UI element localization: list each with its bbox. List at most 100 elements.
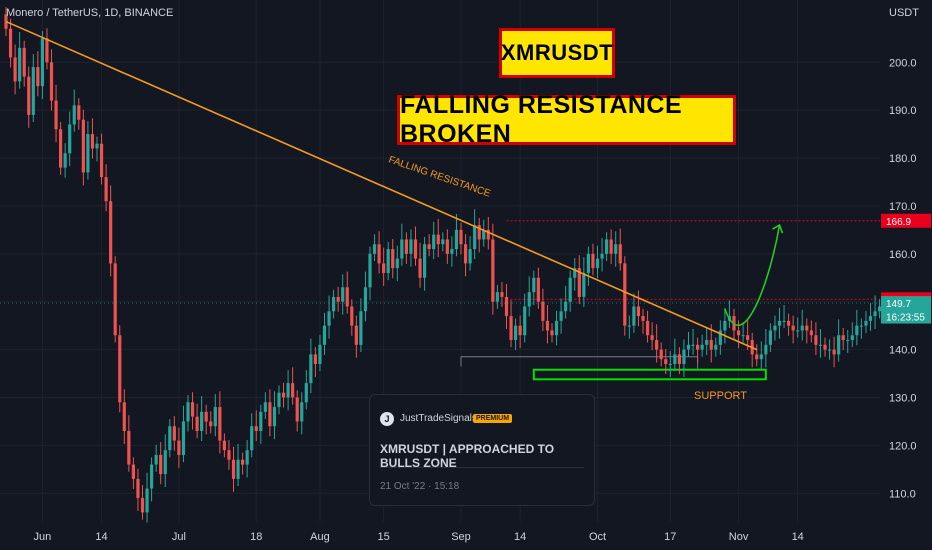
candle-body bbox=[413, 239, 418, 259]
candle-body bbox=[541, 301, 545, 321]
candle-body bbox=[213, 407, 217, 427]
price-tick-label: 200.0 bbox=[889, 57, 917, 69]
candle-body bbox=[791, 325, 795, 331]
price-axis[interactable]: 110.0120.0130.0140.0150.0160.0170.0180.0… bbox=[881, 57, 931, 500]
candle-body bbox=[245, 450, 249, 465]
price-tick-label: 130.0 bbox=[889, 392, 917, 404]
candle-body bbox=[741, 335, 745, 337]
candle-body bbox=[427, 244, 431, 250]
candle-body bbox=[523, 306, 527, 336]
candle-body bbox=[154, 454, 158, 465]
candle-body bbox=[764, 344, 768, 355]
candle-body bbox=[172, 426, 176, 441]
candle-body bbox=[409, 239, 413, 254]
candle-body bbox=[22, 47, 26, 77]
candle-body bbox=[514, 325, 518, 341]
candle-body bbox=[491, 239, 495, 302]
candle-body bbox=[159, 454, 163, 475]
symbol-header: Monero / TetherUS, 1D, BINANCE bbox=[6, 7, 174, 19]
candle-body bbox=[222, 440, 226, 451]
candle-body bbox=[655, 340, 659, 350]
candle-body bbox=[86, 134, 90, 173]
candle-body bbox=[659, 349, 663, 360]
candle-body bbox=[59, 129, 63, 168]
candle-body bbox=[8, 28, 13, 58]
candle-body bbox=[796, 330, 800, 332]
author-avatar: J bbox=[380, 412, 394, 426]
candle-body bbox=[450, 249, 454, 254]
candle-body bbox=[755, 354, 759, 360]
candle-body bbox=[645, 320, 650, 336]
time-tick-label: Jul bbox=[172, 531, 186, 543]
candle-body bbox=[277, 392, 281, 408]
candle-body bbox=[195, 416, 199, 432]
time-tick-label: 14 bbox=[792, 531, 804, 543]
candle-body bbox=[227, 450, 231, 460]
price-label-box bbox=[881, 296, 931, 311]
candle-body bbox=[204, 411, 208, 422]
candle-body bbox=[718, 330, 722, 345]
candle-body bbox=[250, 426, 254, 451]
idea-headline[interactable]: XMRUSDT | APPROACHED TO BULLS ZONE bbox=[380, 442, 555, 470]
candle-body bbox=[368, 253, 372, 288]
candle-body bbox=[68, 124, 72, 154]
candle-body bbox=[586, 253, 590, 273]
idea-card[interactable]: J JustTradeSignals PREMIUM XMRUSDT | APP… bbox=[369, 394, 595, 506]
candle-body bbox=[36, 67, 40, 87]
price-label-text: 149.7 bbox=[886, 299, 911, 310]
time-tick-label: 18 bbox=[250, 531, 262, 543]
candle-body bbox=[400, 239, 404, 259]
candle-body bbox=[527, 292, 531, 307]
candle-body bbox=[700, 344, 704, 350]
candle-body bbox=[564, 301, 568, 312]
candle-body bbox=[382, 263, 386, 273]
candle-body bbox=[90, 134, 95, 149]
candle-body bbox=[773, 325, 777, 331]
candle-body bbox=[818, 344, 823, 346]
candle-body bbox=[591, 253, 595, 269]
candle-body bbox=[72, 105, 76, 125]
candle-body bbox=[677, 354, 681, 364]
time-tick-label: 14 bbox=[95, 531, 107, 543]
candle-body bbox=[627, 325, 631, 327]
candle-body bbox=[395, 258, 399, 269]
time-axis[interactable]: Jun 14 Jul 18 Aug 15 Sep 14 Oct 17 Nov 14 bbox=[34, 531, 804, 543]
candle-body bbox=[190, 402, 195, 417]
candle-body bbox=[837, 335, 841, 355]
resistance-label: FALLING RESISTANCE bbox=[387, 154, 492, 199]
candle-body bbox=[109, 201, 113, 264]
time-tick-label: Sep bbox=[451, 531, 471, 543]
candle-body bbox=[468, 249, 472, 264]
candle-body bbox=[423, 244, 427, 278]
price-tick-label: 170.0 bbox=[889, 201, 917, 213]
candle-body bbox=[77, 105, 81, 120]
candle-body bbox=[45, 38, 49, 63]
candle-body bbox=[27, 76, 31, 115]
candle-body bbox=[550, 330, 554, 336]
candle-body bbox=[309, 354, 313, 384]
candle-body bbox=[236, 459, 240, 479]
candle-body bbox=[459, 229, 463, 245]
candle-body bbox=[186, 402, 190, 422]
candle-body bbox=[582, 272, 586, 297]
premium-badge: PREMIUM bbox=[473, 414, 513, 423]
price-label-text: 16:23:55 bbox=[886, 313, 925, 324]
author-name[interactable]: JustTradeSignals bbox=[400, 413, 477, 424]
candle-body bbox=[104, 177, 108, 202]
projection-arrowhead bbox=[772, 223, 784, 234]
candle-body bbox=[618, 244, 622, 264]
candle-body bbox=[336, 296, 340, 302]
candle-body bbox=[291, 383, 295, 398]
candle-body bbox=[568, 277, 572, 302]
candle-body bbox=[209, 421, 213, 427]
candle-body bbox=[723, 320, 727, 331]
candle-body bbox=[131, 464, 135, 479]
candle-body bbox=[846, 340, 850, 342]
candle-body bbox=[54, 100, 58, 130]
candle-body bbox=[18, 47, 22, 82]
candle-body bbox=[682, 349, 686, 364]
candle-body bbox=[482, 229, 486, 240]
candle-body bbox=[127, 431, 131, 465]
candle-body bbox=[332, 296, 336, 312]
